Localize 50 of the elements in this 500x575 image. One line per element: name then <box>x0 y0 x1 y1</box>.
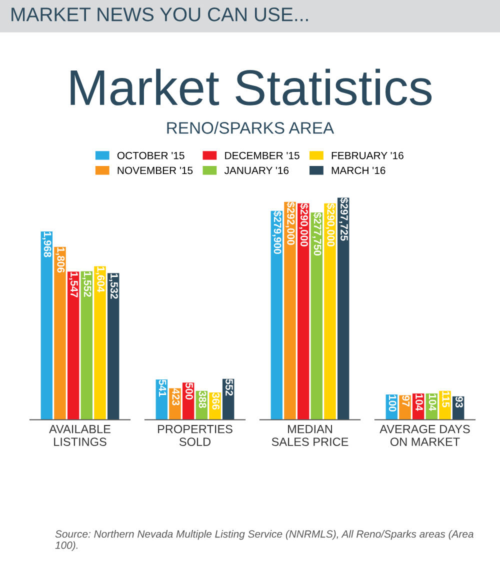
x-tick-label: MEDIAN SALES PRICE <box>272 425 348 446</box>
legend-label: FEBRUARY '16 <box>332 152 404 160</box>
bar <box>80 271 93 420</box>
x-tick-label: PROPERTIES SOLD <box>158 424 232 446</box>
data-label: 423 <box>172 388 180 406</box>
text: Market Statistics <box>70 68 432 106</box>
bar <box>94 266 106 420</box>
data-label: 366 <box>212 392 220 410</box>
bar <box>284 202 296 420</box>
data-label: 104 <box>416 394 423 411</box>
text: RENO/SPARKS AREA <box>167 122 334 134</box>
data-label: 93 <box>456 396 463 408</box>
data-label: $290,000 <box>299 203 308 246</box>
data-label: 115 <box>442 391 450 408</box>
data-label: 97 <box>402 396 410 406</box>
data-label: 1,968 <box>42 232 52 258</box>
data-label: 1,806 <box>56 248 65 273</box>
data-label: 500 <box>186 382 193 400</box>
legend-label: JANUARY '16 <box>224 166 289 174</box>
bar <box>67 272 80 420</box>
legend-label: MARCH '16 <box>332 166 386 174</box>
data-label: 541 <box>158 380 166 397</box>
bar <box>297 203 310 420</box>
data-label: $292,000 <box>286 202 296 245</box>
data-label: $297,725 <box>339 198 348 241</box>
legend-label: OCTOBER '15 <box>117 152 184 160</box>
bar <box>337 198 350 420</box>
bar <box>107 273 120 420</box>
data-label: 552 <box>226 379 233 396</box>
data-label: 1,604 <box>96 266 105 292</box>
bar <box>310 212 323 420</box>
source-note: Source: Northern Nevada Multiple Listing Service (NNRMLS), All Reno/Sparks areas (Area 100). <box>55 530 474 551</box>
data-label: $279,900 <box>272 211 282 254</box>
data-label: 100 <box>388 395 396 412</box>
bar <box>324 203 336 420</box>
text: MARKET NEWS YOU CAN USE... <box>12 8 308 22</box>
data-label: $290,000 <box>326 203 336 246</box>
legend-label: NOVEMBER '15 <box>118 166 193 174</box>
data-label: 104 <box>428 394 436 411</box>
data-label: 1,552 <box>82 272 92 297</box>
data-label: 388 <box>198 391 206 408</box>
data-label: 1,547 <box>69 272 78 298</box>
bar <box>40 231 53 420</box>
x-tick-label: AVAILABLE LISTINGS <box>49 425 110 446</box>
bar <box>54 246 66 420</box>
legend-label: DECEMBER '15 <box>225 152 300 160</box>
bar <box>270 210 283 420</box>
data-label: 1,532 <box>109 274 118 299</box>
x-tick-label: AVERAGE DAYS ON MARKET <box>380 424 470 446</box>
data-label: $277,750 <box>312 212 322 256</box>
